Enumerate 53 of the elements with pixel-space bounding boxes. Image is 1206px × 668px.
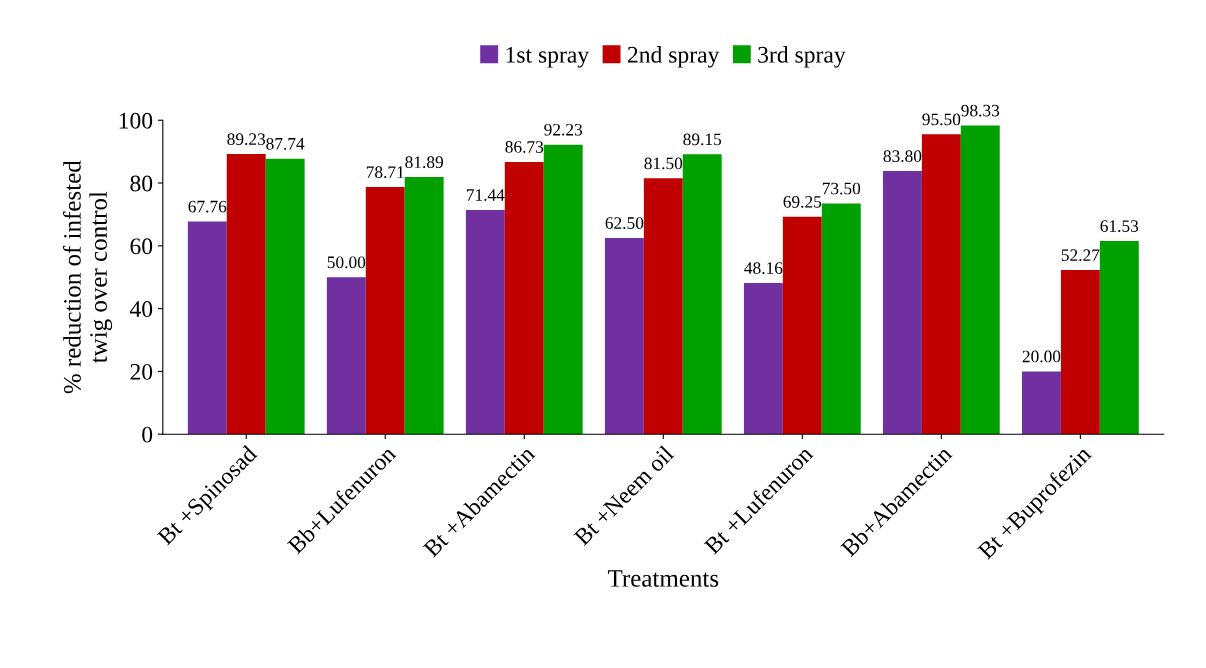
data-label: 87.74 [266, 137, 305, 150]
bar [543, 144, 583, 435]
bar [921, 134, 961, 435]
data-label: 98.33 [961, 104, 1000, 117]
bar [682, 154, 722, 435]
legend-label: 1st spray [506, 46, 590, 68]
data-label: 48.16 [744, 262, 783, 274]
data-label: 92.23 [544, 123, 583, 136]
y-tick-label: 20 [130, 363, 153, 380]
data-label: 52.27 [1061, 249, 1100, 262]
bar [1021, 371, 1061, 435]
bar [643, 178, 683, 435]
data-label: 73.50 [822, 182, 861, 195]
bar [326, 277, 366, 435]
data-label: 71.44 [466, 189, 505, 201]
data-label: 89.15 [683, 133, 722, 146]
bar [882, 171, 922, 435]
bar [404, 177, 444, 435]
bar [960, 125, 1000, 435]
bar [187, 221, 227, 435]
data-label: 86.73 [505, 141, 544, 153]
data-label: 81.89 [405, 156, 443, 169]
bar [1060, 270, 1100, 435]
y-tick-label: 60 [130, 238, 153, 255]
bar [504, 161, 544, 435]
data-label: 83.80 [883, 150, 922, 163]
data-label: 78.71 [366, 166, 404, 179]
bar [465, 209, 505, 435]
data-label: 61.53 [1100, 220, 1139, 233]
bar [743, 283, 783, 435]
y-axis-title: % reduction of infested twig over control [62, 160, 113, 394]
data-label: 69.25 [783, 196, 822, 208]
y-tick-label: 40 [129, 301, 153, 318]
data-label: 81.50 [644, 157, 683, 170]
data-label: 50.00 [327, 256, 366, 269]
data-label: 89.23 [227, 133, 266, 146]
bar [226, 154, 266, 435]
data-label: 95.50 [922, 113, 961, 126]
legend-label: 2nd spray [627, 46, 720, 68]
bar [604, 237, 644, 435]
legend-label: 3rd spray [758, 46, 846, 68]
y-tick-label: 100 [119, 112, 153, 129]
y-tick-label: 80 [130, 175, 153, 192]
x-axis-title: Treatments [607, 570, 719, 587]
bar [821, 203, 861, 435]
bar [1099, 241, 1139, 435]
data-label: 62.50 [605, 217, 644, 229]
y-tick-label: 0 [142, 426, 153, 443]
data-label: 20.00 [1022, 350, 1061, 363]
bar [782, 216, 822, 435]
bar [265, 158, 305, 435]
bar [365, 187, 405, 435]
data-label: 67.76 [188, 200, 227, 213]
